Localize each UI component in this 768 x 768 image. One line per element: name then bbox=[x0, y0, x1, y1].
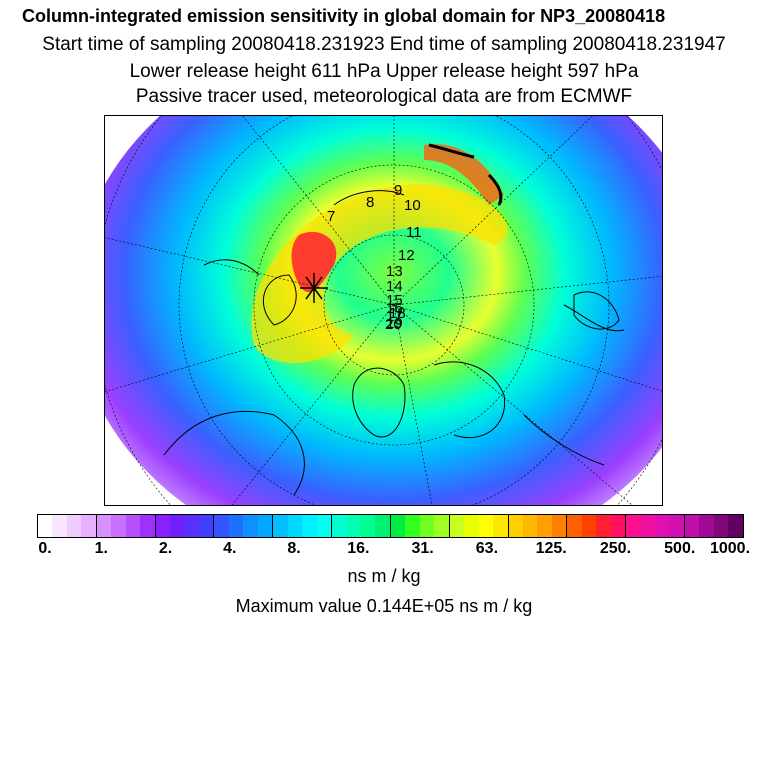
traj-label-7: 7 bbox=[327, 208, 335, 225]
arc-sensitivity-region bbox=[424, 144, 504, 205]
colorbar-segment bbox=[257, 515, 274, 537]
emission-sensitivity-map: 7 8 9 10 11 12 13 14 15 16 17 18 19 20 bbox=[104, 115, 663, 506]
sampling-times: Start time of sampling 20080418.231923 E… bbox=[42, 34, 726, 55]
colorbar-tick-label: 250. bbox=[599, 540, 632, 557]
colorbar-segment bbox=[332, 515, 347, 537]
colorbar-segment bbox=[522, 515, 538, 537]
colorbar-units: ns m / kg bbox=[347, 566, 421, 586]
tracer-info: Passive tracer used, meteorological data… bbox=[135, 86, 633, 107]
colorbar-segment bbox=[346, 515, 361, 537]
traj-label-14: 14 bbox=[386, 278, 403, 295]
traj-label-12: 12 bbox=[398, 247, 415, 264]
colorbar-segment bbox=[405, 515, 420, 537]
colorbar-segment bbox=[655, 515, 670, 537]
traj-label-8: 8 bbox=[366, 194, 374, 211]
colorbar-segment bbox=[302, 515, 317, 537]
colorbar-segment bbox=[214, 515, 229, 537]
maximum-value: Maximum value 0.144E+05 ns m / kg bbox=[235, 596, 533, 616]
colorbar-tick-label: 8. bbox=[287, 540, 301, 557]
colorbar-segment bbox=[81, 515, 97, 537]
colorbar-tick-label: 2. bbox=[158, 540, 173, 557]
colorbar-tick-label: 500. bbox=[664, 540, 696, 557]
traj-label-9: 9 bbox=[394, 182, 402, 199]
sensitivity-field bbox=[104, 115, 663, 506]
colorbar-segment bbox=[596, 515, 611, 537]
colorbar-segment bbox=[728, 515, 743, 537]
dark-coast-segment bbox=[428, 143, 475, 159]
colorbar bbox=[37, 514, 744, 538]
traj-label-20: 20 bbox=[385, 316, 402, 333]
colorbar-segment bbox=[155, 515, 171, 537]
colorbar-segment bbox=[478, 515, 494, 537]
colorbar-segment bbox=[699, 515, 714, 537]
colorbar-segment bbox=[52, 515, 67, 537]
colorbar-segment bbox=[198, 515, 215, 537]
plot-title: Column-integrated emission sensitivity i… bbox=[22, 6, 666, 26]
map-frame bbox=[104, 115, 663, 506]
traj-label-13: 13 bbox=[386, 263, 403, 280]
dark-coast-segment bbox=[487, 173, 503, 206]
colorbar-segment bbox=[449, 515, 465, 537]
colorbar-tick-label: 4. bbox=[223, 540, 237, 557]
colorbar-segment bbox=[610, 515, 627, 537]
colorbar-segment bbox=[390, 515, 406, 537]
colorbar-tick-label: 63. bbox=[475, 540, 499, 557]
map-svg: 7 8 9 10 11 12 13 14 15 16 17 18 19 20 bbox=[104, 115, 663, 506]
release-location-star bbox=[300, 273, 328, 303]
colorbar-tick-label: 1000. bbox=[709, 540, 751, 557]
colorbar-segment bbox=[537, 515, 552, 537]
colorbar-tick-label: 16. bbox=[347, 540, 370, 557]
colorbar-tick-label: 31. bbox=[411, 540, 434, 557]
release-heights: Lower release height 611 hPa Upper relea… bbox=[129, 61, 639, 82]
trajectory-labels: 7 8 9 10 11 12 13 14 15 16 17 18 19 20 bbox=[327, 182, 422, 333]
colorbar-segment bbox=[581, 515, 597, 537]
peak-sensitivity-region bbox=[291, 231, 337, 293]
colorbar-tick-label: 0. bbox=[38, 540, 52, 557]
colorbar-segment bbox=[96, 515, 112, 537]
traj-label-16: 16 bbox=[386, 300, 403, 317]
colorbar-segment bbox=[66, 515, 82, 537]
colorbar-segment bbox=[713, 515, 729, 537]
colorbar-segment bbox=[140, 515, 156, 537]
colorbar-segment bbox=[316, 515, 333, 537]
colorbar-segment bbox=[669, 515, 685, 537]
colorbar-segment bbox=[360, 515, 376, 537]
colorbar-segment bbox=[551, 515, 568, 537]
colorbar-segment bbox=[684, 515, 700, 537]
traj-label-18: 18 bbox=[389, 305, 406, 322]
colorbar-segment bbox=[508, 515, 523, 537]
high-sensitivity-band bbox=[251, 184, 508, 364]
colorbar-segment bbox=[287, 515, 303, 537]
colorbar-segment bbox=[170, 515, 185, 537]
coastlines bbox=[163, 190, 625, 496]
colorbar-segment bbox=[111, 515, 126, 537]
colorbar-segment bbox=[626, 515, 641, 537]
colorbar-segment bbox=[419, 515, 435, 537]
traj-label-11: 11 bbox=[406, 224, 422, 241]
colorbar-segment bbox=[567, 515, 582, 537]
colorbar-segment bbox=[125, 515, 141, 537]
colorbar-tick-label: 1. bbox=[94, 540, 108, 557]
colorbar-segment bbox=[434, 515, 450, 537]
traj-label-15: 15 bbox=[386, 292, 403, 309]
colorbar-segment bbox=[184, 515, 199, 537]
colorbar-segment bbox=[464, 515, 479, 537]
colorbar-tick-label: 125. bbox=[535, 540, 567, 557]
colorbar-segment bbox=[38, 515, 53, 537]
colorbar-segment bbox=[375, 515, 391, 537]
colorbar-segment bbox=[640, 515, 656, 537]
colorbar-segment bbox=[273, 515, 288, 537]
traj-label-19: 19 bbox=[386, 315, 403, 332]
traj-label-10: 10 bbox=[404, 197, 421, 214]
colorbar-segment bbox=[243, 515, 258, 537]
colorbar-segment bbox=[493, 515, 509, 537]
traj-label-17: 17 bbox=[386, 308, 403, 325]
colorbar-segment bbox=[228, 515, 244, 537]
